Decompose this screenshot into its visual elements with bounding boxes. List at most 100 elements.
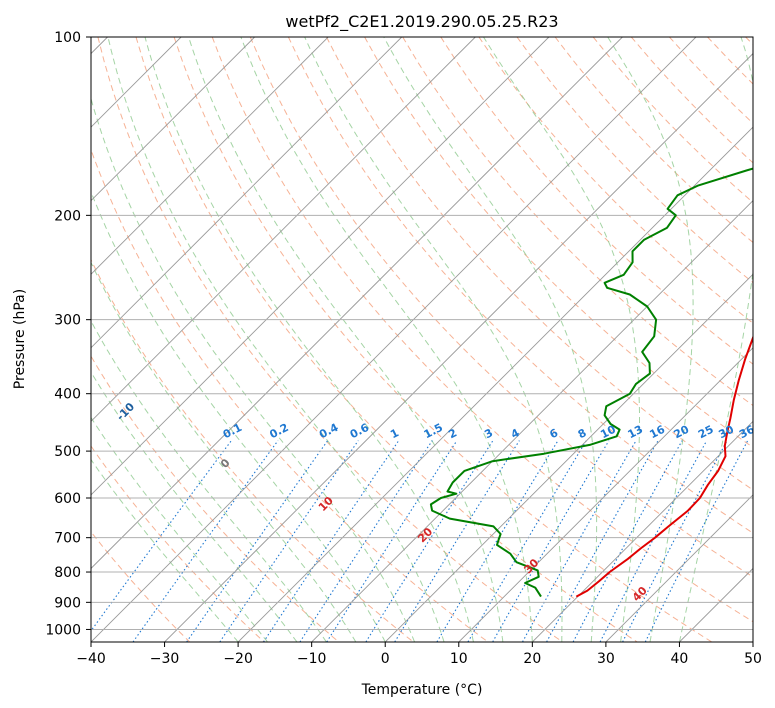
y-tick-label: 1000	[45, 622, 81, 638]
isotherm-line	[605, 494, 753, 642]
moist-adiabat-line	[678, 37, 753, 642]
isotherm-line	[311, 200, 753, 642]
x-tick-label: 20	[523, 651, 541, 667]
moist-adiabat-line	[304, 37, 563, 642]
profiles	[429, 167, 753, 598]
moist-adiabat-line	[383, 37, 598, 642]
mixing-ratio-label: 0.4	[317, 421, 341, 442]
dry-adiabat-line	[707, 37, 753, 85]
mixing-ratio-line	[132, 440, 279, 642]
chart-title: wetPf2_C2E1.2019.290.05.25.R23	[285, 12, 558, 32]
x-tick-label: 50	[744, 651, 762, 667]
line-labels: 0.10.20.40.611.52346810131620253036-100-…	[31, 358, 757, 604]
isotherm-line	[164, 52, 753, 642]
dry-adiabat-line	[91, 258, 414, 642]
dry-adiabat-line	[478, 37, 753, 324]
y-tick-label: 200	[54, 208, 81, 224]
x-tick-label: 0	[381, 651, 390, 667]
moist-adiabat-line	[91, 320, 327, 642]
isotherm-line	[91, 37, 403, 349]
moist-adiabat-line	[91, 458, 239, 642]
mixing-ratio-line	[492, 440, 610, 642]
mixing-ratio-line	[186, 440, 329, 642]
mixing-ratio-label: 30	[717, 423, 737, 442]
dry-adiabat-line	[745, 37, 753, 46]
dry-adiabat-line	[554, 37, 753, 244]
mixing-ratio-label: 2	[446, 426, 459, 441]
dry-adiabat-line	[402, 37, 753, 407]
y-tick-label: 600	[54, 491, 81, 507]
mixing-ratio-label: 25	[696, 423, 716, 442]
mixing-ratio-label: 10	[598, 423, 618, 442]
y-tick-label: 100	[54, 30, 81, 46]
moist-adiabat-line	[240, 37, 533, 642]
x-axis: −40 −30 −20 −10 0 10 20 30 40 50	[76, 642, 762, 667]
x-tick-label: −20	[223, 651, 253, 667]
x-tick-label: −10	[297, 651, 327, 667]
mixing-ratio-line	[546, 440, 659, 642]
isotherm-line	[532, 420, 753, 642]
isobars	[91, 37, 753, 630]
dry-adiabat-line	[592, 37, 753, 204]
plot-frame	[90, 36, 754, 643]
dry-adiabat-line	[91, 355, 340, 642]
dewpoint-profile	[429, 167, 753, 598]
y-tick-label: 900	[54, 595, 81, 611]
mixing-ratio-label: 0.2	[267, 421, 290, 441]
dry-adiabat-line	[135, 37, 638, 642]
y-tick-label: 700	[54, 531, 81, 547]
dry-adiabat-line	[173, 37, 713, 642]
x-tick-label: 40	[671, 651, 689, 667]
isotherms	[91, 37, 753, 642]
moist-adiabat-line	[91, 96, 416, 642]
moist-adiabat-line	[91, 190, 386, 642]
dry-adiabat-line	[211, 37, 753, 623]
mixing-ratio-label: 13	[626, 423, 646, 442]
moist-adiabat-line	[188, 37, 504, 642]
y-tick-label: 500	[54, 444, 81, 460]
mixing-ratio-line	[572, 440, 683, 642]
mixing-ratio-label: 36	[737, 423, 757, 442]
isotherm-line	[458, 347, 753, 642]
isotherm-line	[91, 37, 329, 275]
mixing-ratio-label: 16	[648, 423, 668, 442]
plot-area: 0.10.20.40.611.52346810131620253036-100-…	[31, 37, 757, 642]
y-tick-label: 400	[54, 387, 81, 403]
dry-adiabat-label: -10	[114, 400, 137, 423]
dry-adiabat-label: 0	[218, 456, 233, 471]
mixing-ratio-label: 3	[482, 426, 495, 441]
dry-adiabat-line	[249, 37, 753, 578]
dry-adiabat-label: -20	[31, 358, 54, 381]
mixing-ratio-line	[365, 440, 494, 642]
mixing-ratio-line	[467, 440, 587, 642]
dry-adiabat-line	[91, 445, 265, 642]
isotherm-line	[91, 37, 623, 570]
dry-adiabat-line	[669, 37, 753, 125]
x-tick-label: 10	[450, 651, 468, 667]
dry-adiabat-label: 20	[415, 525, 435, 545]
dry-adiabat-line	[91, 148, 489, 642]
dry-adiabat-line	[91, 531, 191, 642]
mixing-ratio-line	[91, 440, 232, 632]
mixing-ratio-line	[522, 440, 637, 642]
mixing-ratio-line	[219, 440, 359, 642]
y-tick-label: 800	[54, 565, 81, 581]
moist-adiabat-line	[107, 37, 445, 642]
mixing-ratio-label: 1	[388, 426, 401, 441]
mixing-ratio-label: 8	[576, 426, 589, 441]
mixing-ratio-label: 20	[672, 423, 692, 442]
mixing-ratio-line	[299, 440, 433, 642]
moist-adiabat-line	[144, 37, 474, 642]
y-axis-label: Pressure (hPa)	[12, 289, 28, 389]
mixing-ratio-line	[326, 440, 458, 642]
isotherm-line	[752, 641, 753, 642]
isotherm-line	[237, 126, 753, 642]
mixing-ratio-line	[599, 440, 708, 642]
isotherm-line	[679, 567, 753, 642]
isotherm-line	[384, 273, 753, 642]
isotherm-line	[91, 37, 255, 202]
isotherm-line	[91, 37, 697, 642]
moist-adiabat-line	[91, 261, 357, 642]
y-tick-label: 300	[54, 313, 81, 329]
